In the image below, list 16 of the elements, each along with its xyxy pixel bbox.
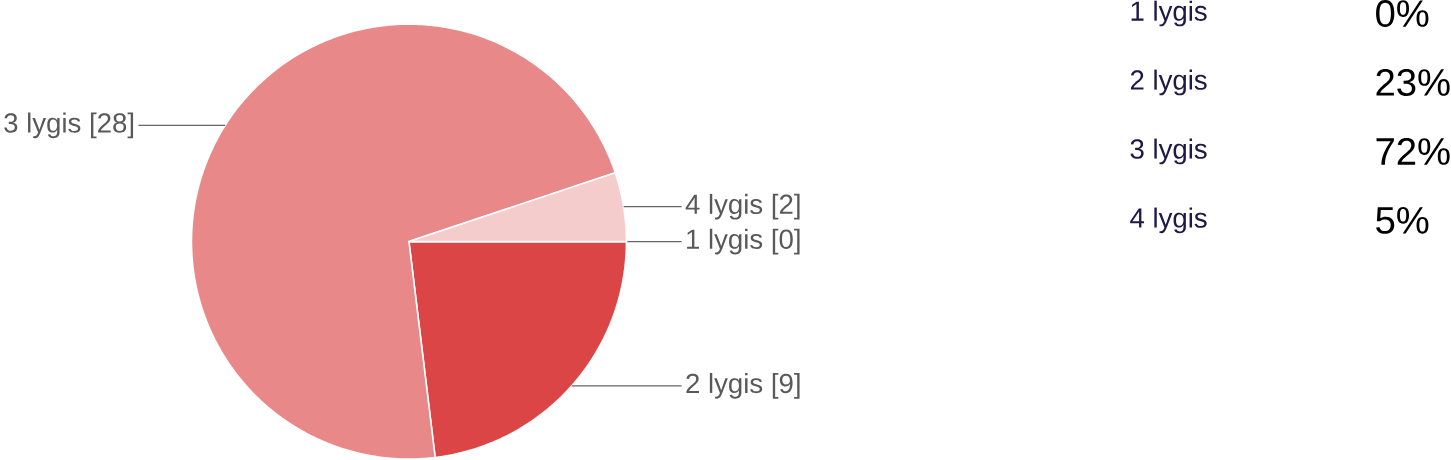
data-label: [28] (91, 112, 134, 139)
text: 23% (1376, 69, 1450, 97)
text: 72% (1376, 138, 1450, 165)
slice-label: 4 lygis (685, 193, 763, 220)
category-label: 2 lygis (1130, 69, 1207, 96)
category-label: 4 lygis (1130, 207, 1207, 234)
slice-label: 3 lygis (4, 112, 81, 139)
text: 5% (1376, 207, 1429, 234)
data-label: [9] (772, 373, 800, 399)
text: [0] (772, 228, 800, 255)
text: 0% (1376, 0, 1429, 28)
category-label: 1 lygis (1131, 0, 1207, 27)
data-label: [2] (772, 193, 800, 220)
legend-label: 1 lygis (687, 228, 763, 255)
category-label: 3 lygis (1130, 138, 1207, 165)
slice-label: 2 lygis (686, 373, 763, 399)
